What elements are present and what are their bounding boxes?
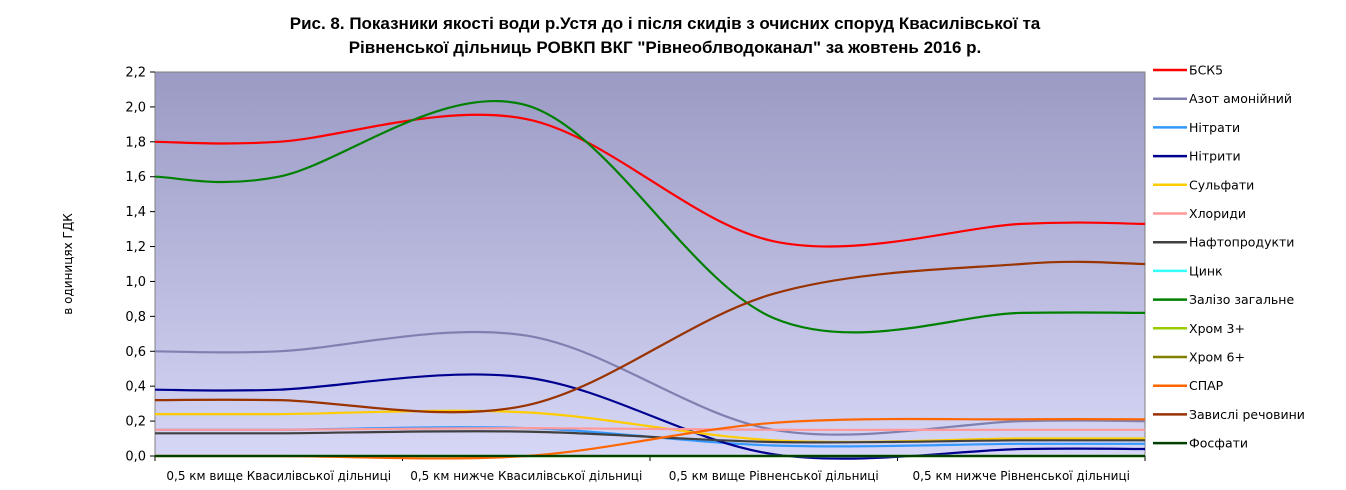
chart-title-line2: Рівненської дільниць РОВКП ВКГ "Рівнеобл…: [349, 38, 982, 57]
legend-label: Завислі речовини: [1189, 407, 1305, 422]
series-line-2: [154, 330, 1146, 436]
x-axis-ticks: 0,5 км вище Квасилівської дільниці 0,5 км…: [154, 456, 1146, 483]
series-lines: [154, 99, 1146, 460]
y-axis-ticks: 0,0 0,2 0,4 0,6 0,8 1,0 1,2 1,4 1,6 1,8 2,0 2,2: [125, 66, 155, 465]
y-tick-label: 0,0: [125, 450, 146, 465]
y-tick-label: 0,8: [125, 310, 146, 325]
x-tick-label: 0,5 км нижче Рівненської дільниці: [913, 469, 1130, 483]
legend-label: Залізо загальне: [1189, 292, 1294, 307]
legend-label: Нітрати: [1189, 120, 1240, 135]
legend-label: Хлориди: [1189, 206, 1246, 221]
y-tick-label: 1,6: [125, 170, 146, 185]
series-line-4: [154, 373, 1146, 460]
series-line-5: [154, 409, 1146, 444]
legend-label: Хром 6+: [1189, 350, 1245, 365]
series-line-7: [154, 430, 1146, 444]
legend-label: Фосфати: [1189, 436, 1248, 451]
plot-area: [154, 71, 1146, 457]
y-tick-label: 1,2: [125, 240, 146, 255]
x-tick-label: 0,5 км вище Квасилівської дільниці: [166, 469, 391, 483]
series-line-9: [154, 99, 1146, 334]
y-tick-label: 0,6: [125, 345, 146, 360]
legend-label: Сульфати: [1189, 177, 1254, 192]
x-tick-label: 0,5 км нижче Квасилівської дільниці: [410, 469, 642, 483]
legend-label: Хром 3+: [1189, 321, 1245, 336]
series-line-1: [154, 113, 1146, 248]
legend-label: БСК5: [1189, 63, 1223, 78]
y-tick-label: 1,0: [125, 275, 146, 290]
legend-label: Нітрити: [1189, 149, 1241, 164]
y-tick-label: 2,0: [125, 100, 146, 115]
y-tick-label: 1,4: [125, 205, 146, 220]
y-tick-label: 1,8: [125, 135, 146, 150]
y-tick-label: 0,4: [125, 380, 146, 395]
y-tick-label: 2,2: [125, 66, 146, 81]
y-axis-label: в одиницях ГДК: [61, 213, 75, 315]
y-tick-label: 0,2: [125, 415, 146, 430]
series-line-13: [154, 260, 1146, 414]
legend: БСК5 Азот амонійний Нітрати Нітрити Сульфати…: [1153, 63, 1305, 451]
legend-label: Цинк: [1189, 263, 1223, 278]
series-line-6: [154, 427, 1145, 432]
x-tick-label: 0,5 км вище Рівненської дільниці: [669, 469, 879, 483]
legend-label: Азот амонійний: [1189, 91, 1292, 106]
chart-title-line1: Рис. 8. Показники якості води р.Устя до …: [290, 14, 1041, 33]
legend-label: Нафтопродукти: [1189, 235, 1294, 250]
legend-label: СПАР: [1189, 378, 1224, 393]
